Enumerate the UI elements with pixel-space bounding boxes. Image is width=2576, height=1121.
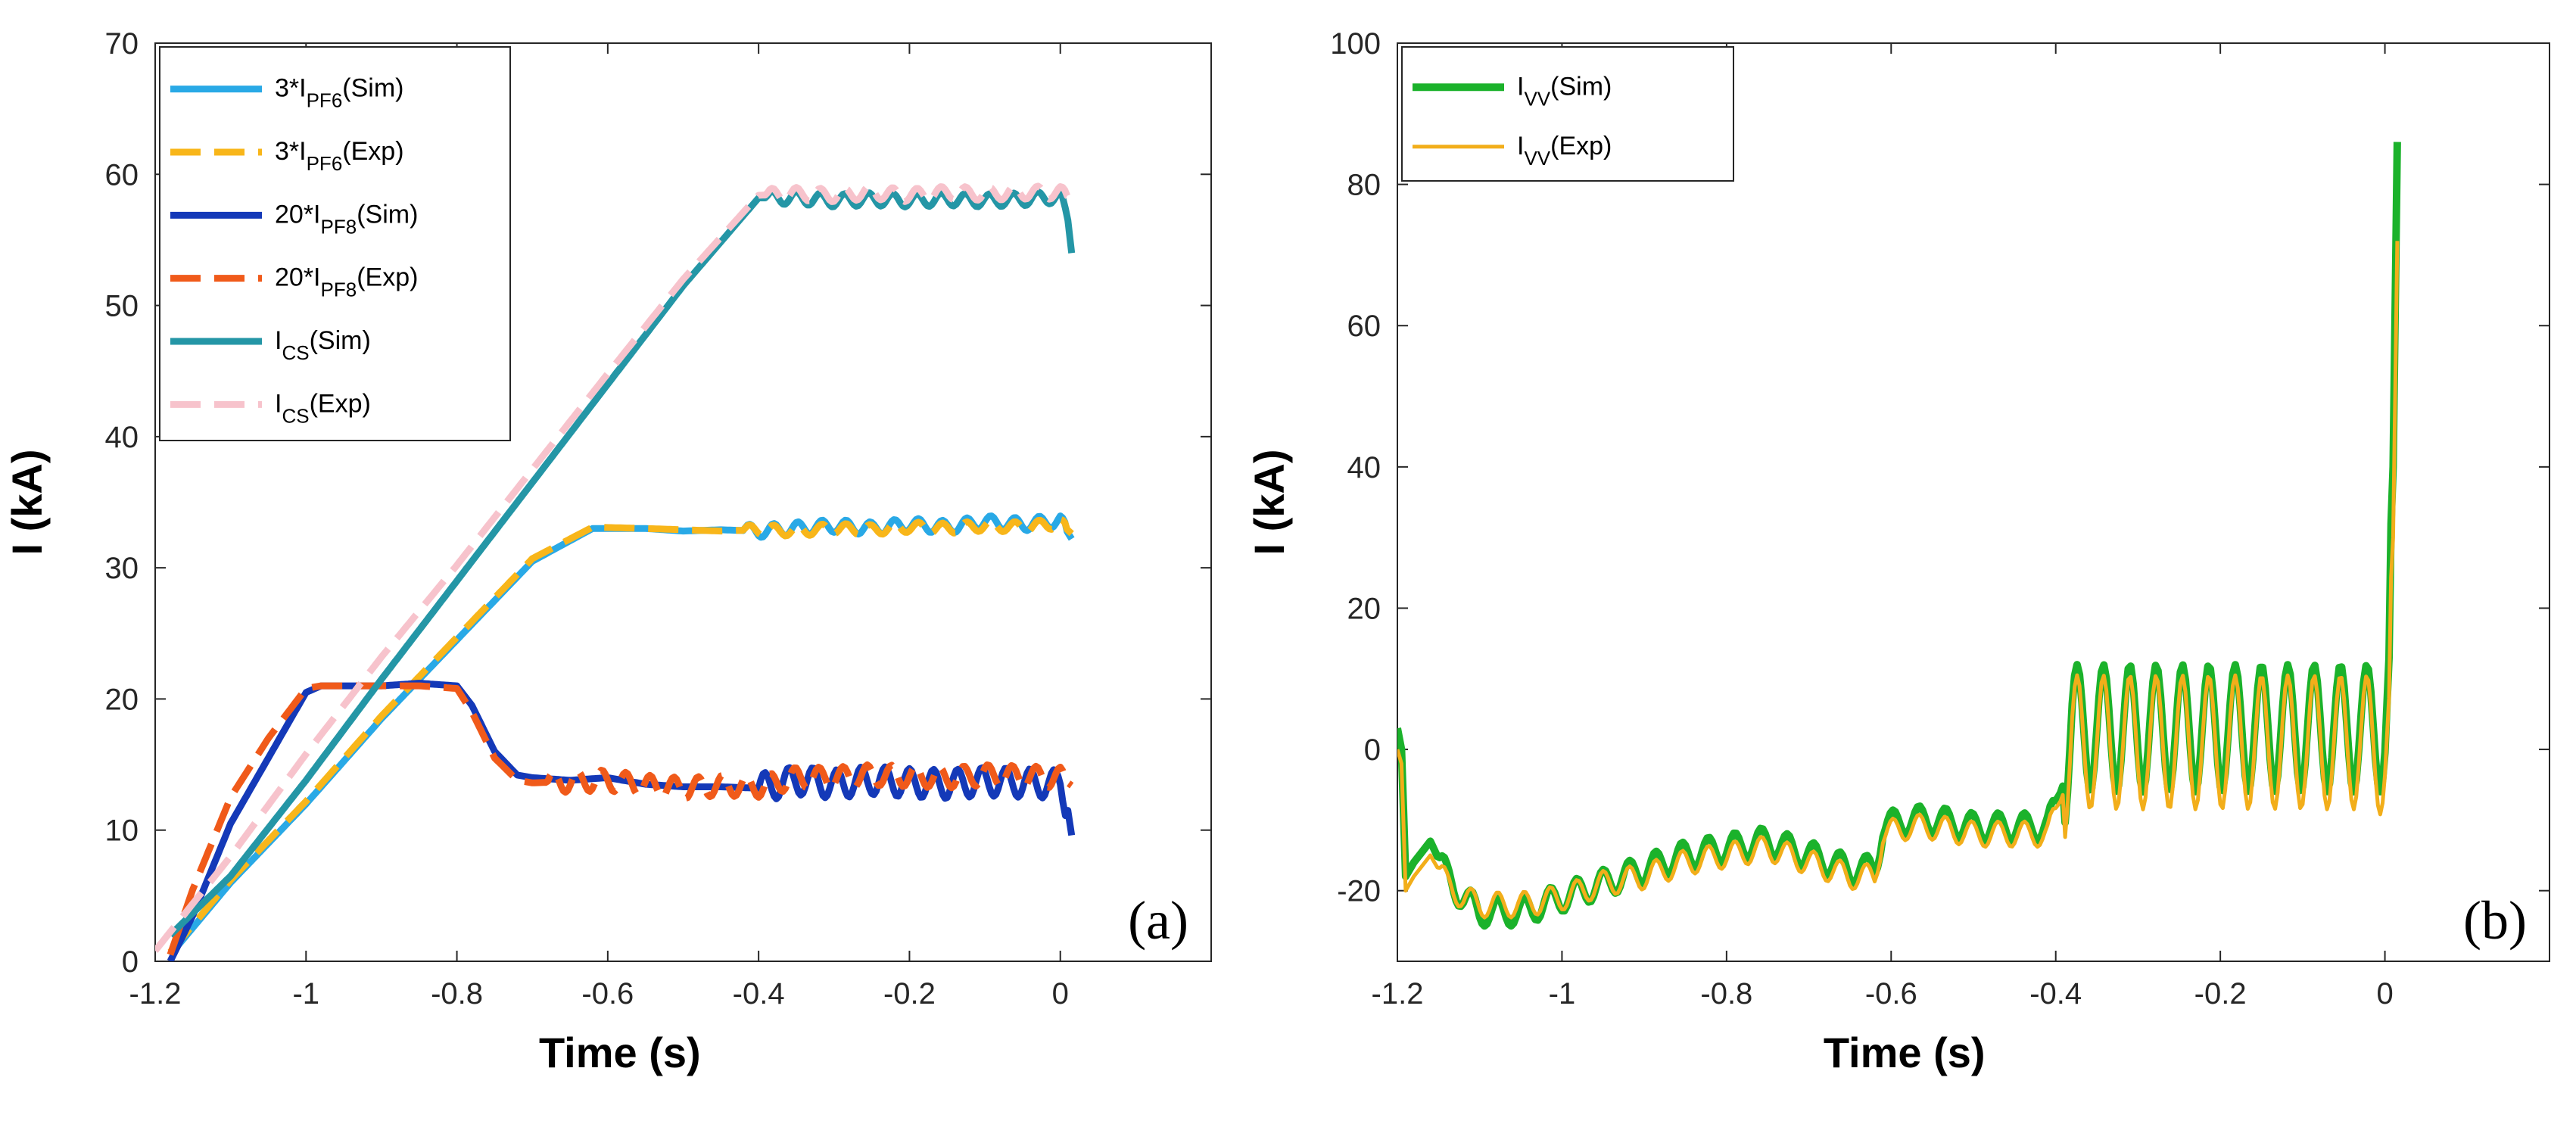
series-line-pf8-exp	[167, 682, 1074, 956]
x-tick-label: -1	[292, 977, 319, 1010]
legend: IVV(Sim) IVV(Exp)	[1401, 46, 1734, 182]
y-tick-label: 10	[105, 814, 139, 848]
y-tick-label: 50	[105, 290, 139, 323]
x-tick-label: -0.4	[733, 977, 785, 1010]
y-tick-label: -20	[1337, 875, 1381, 908]
series-line-pf6-exp	[167, 515, 1074, 954]
x-tick-label: 0	[1052, 977, 1069, 1010]
x-tick-label: -1.2	[129, 977, 182, 1010]
x-tick-label: -1.2	[1372, 977, 1424, 1010]
panel-label: (b)	[2463, 890, 2527, 951]
x-tick-label: -0.6	[581, 977, 634, 1010]
x-tick-label: 0	[2376, 977, 2393, 1010]
y-tick-label: 20	[105, 683, 139, 716]
y-tick-label: 60	[105, 158, 139, 192]
x-axis-label: Time (s)	[539, 1029, 701, 1076]
series-group	[155, 182, 1076, 961]
series-line-cs-exp	[155, 182, 1073, 953]
y-tick-label: 80	[1347, 169, 1381, 202]
x-axis-label: Time (s)	[1824, 1029, 1986, 1076]
y-tick-label: 0	[1364, 733, 1381, 767]
x-tick-label: -0.8	[431, 977, 483, 1010]
series-line-cs-sim	[167, 187, 1076, 938]
y-tick-label: 20	[1347, 592, 1381, 625]
y-tick-label: 40	[1347, 451, 1381, 484]
x-tick-label: -0.4	[2029, 977, 2082, 1010]
legend-label-pf8-sim: 20*IPF8(Sim)	[275, 200, 418, 238]
y-axis-label: I (kA)	[3, 450, 51, 556]
panel-b-chart: -1.2 -1 -0.8 -0.6 -0.4 -0.2 0 -20 0 20 40 60 80 100 Ti…	[1245, 27, 2550, 1076]
panel-a-chart: -1.2 -1 -0.8 -0.6 -0.4 -0.2 0 0 10 20 30 40 50 60 70 Ti…	[3, 27, 1212, 1076]
y-axis-label: I (kA)	[1245, 450, 1293, 556]
legend-label-pf6-sim: 3*IPF6(Sim)	[275, 74, 403, 112]
y-tick-label: 70	[105, 27, 139, 61]
legend-box	[159, 46, 511, 441]
y-tick-label: 40	[105, 421, 139, 454]
legend-label-pf6-exp: 3*IPF6(Exp)	[275, 137, 404, 175]
panel-label: (a)	[1128, 890, 1188, 951]
legend-label-cs-exp: ICS(Exp)	[275, 389, 371, 427]
legend-box	[1401, 46, 1734, 182]
legend-label-cs-sim: ICS(Sim)	[275, 326, 371, 364]
x-tick-label: -0.2	[2194, 977, 2247, 1010]
legend-label-vv-exp: IVV(Exp)	[1517, 132, 1612, 170]
plot-area	[1397, 42, 2550, 962]
x-tick-label: -0.8	[1700, 977, 1752, 1010]
x-tick-label: -0.2	[883, 977, 936, 1010]
x-tick-label: -1	[1549, 977, 1576, 1010]
y-tick-label: 60	[1347, 310, 1381, 343]
legend: 3*IPF6(Sim) 3*IPF6(Exp) 20*IPF8(Sim) 20*IPF…	[159, 46, 511, 441]
x-tick-label: -0.6	[1865, 977, 1917, 1010]
y-tick-label: 100	[1330, 27, 1381, 61]
y-tick-label: 0	[122, 945, 139, 979]
series-group	[1397, 142, 2401, 930]
series-line-vv-exp	[1397, 241, 2400, 920]
legend-label-pf8-exp: 20*IPF8(Exp)	[275, 263, 418, 301]
legend-label-vv-sim: IVV(Sim)	[1517, 72, 1612, 110]
y-tick-label: 30	[105, 552, 139, 585]
